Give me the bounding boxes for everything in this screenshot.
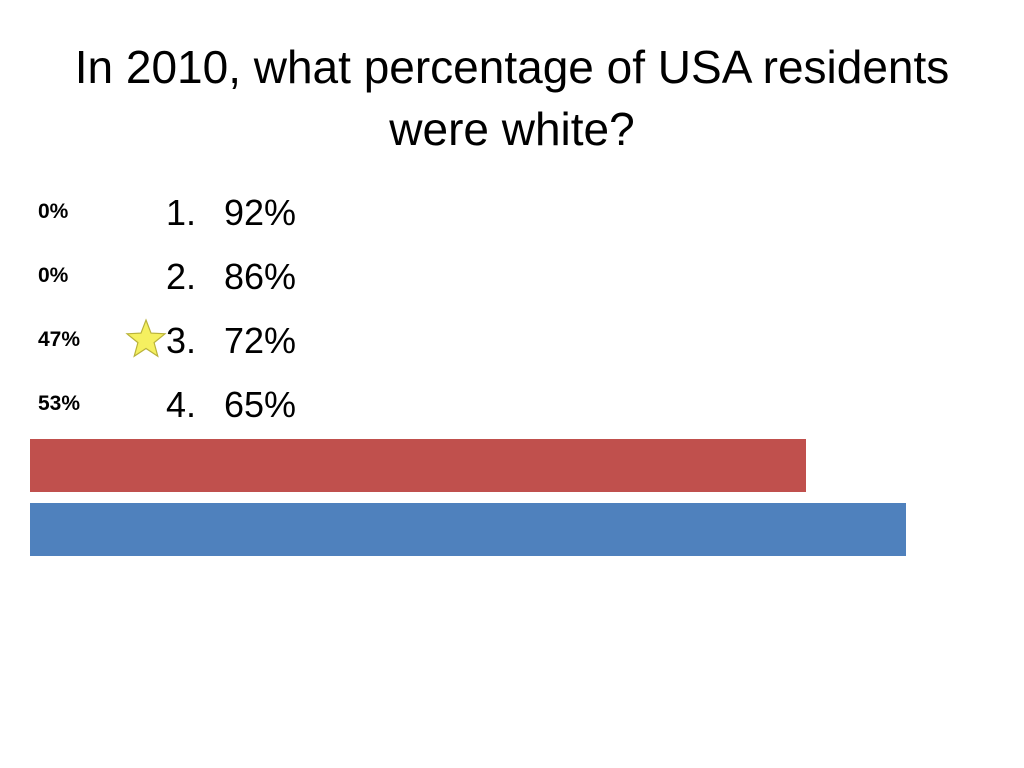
- slide-title: In 2010, what percentage of USA resident…: [74, 41, 950, 155]
- answer-option-4: 4. 65%: [166, 385, 296, 425]
- answer-option-number: 4.: [166, 384, 197, 425]
- answer-option-text: 65%: [224, 384, 297, 425]
- answer-option-1: 1. 92%: [166, 193, 296, 233]
- star-icon: [125, 318, 167, 358]
- answer-option-number: 3.: [166, 320, 197, 361]
- result-percent-label: 0%: [38, 264, 69, 287]
- result-bar-4: [30, 503, 906, 556]
- result-bar-3: [30, 439, 806, 492]
- answer-option-text: 72%: [224, 320, 297, 361]
- answer-option-text: 86%: [224, 256, 297, 297]
- result-percent-label: 53%: [38, 392, 81, 415]
- result-percent-label: 0%: [38, 200, 69, 223]
- answer-option-number: 1.: [166, 192, 197, 233]
- answer-option-text: 92%: [224, 192, 297, 233]
- answer-option-2: 2. 86%: [166, 257, 296, 297]
- result-percent-label: 47%: [38, 328, 81, 351]
- answer-option-number: 2.: [166, 256, 197, 297]
- star-shape: [125, 318, 167, 358]
- answer-option-3: 3. 72%: [166, 321, 296, 361]
